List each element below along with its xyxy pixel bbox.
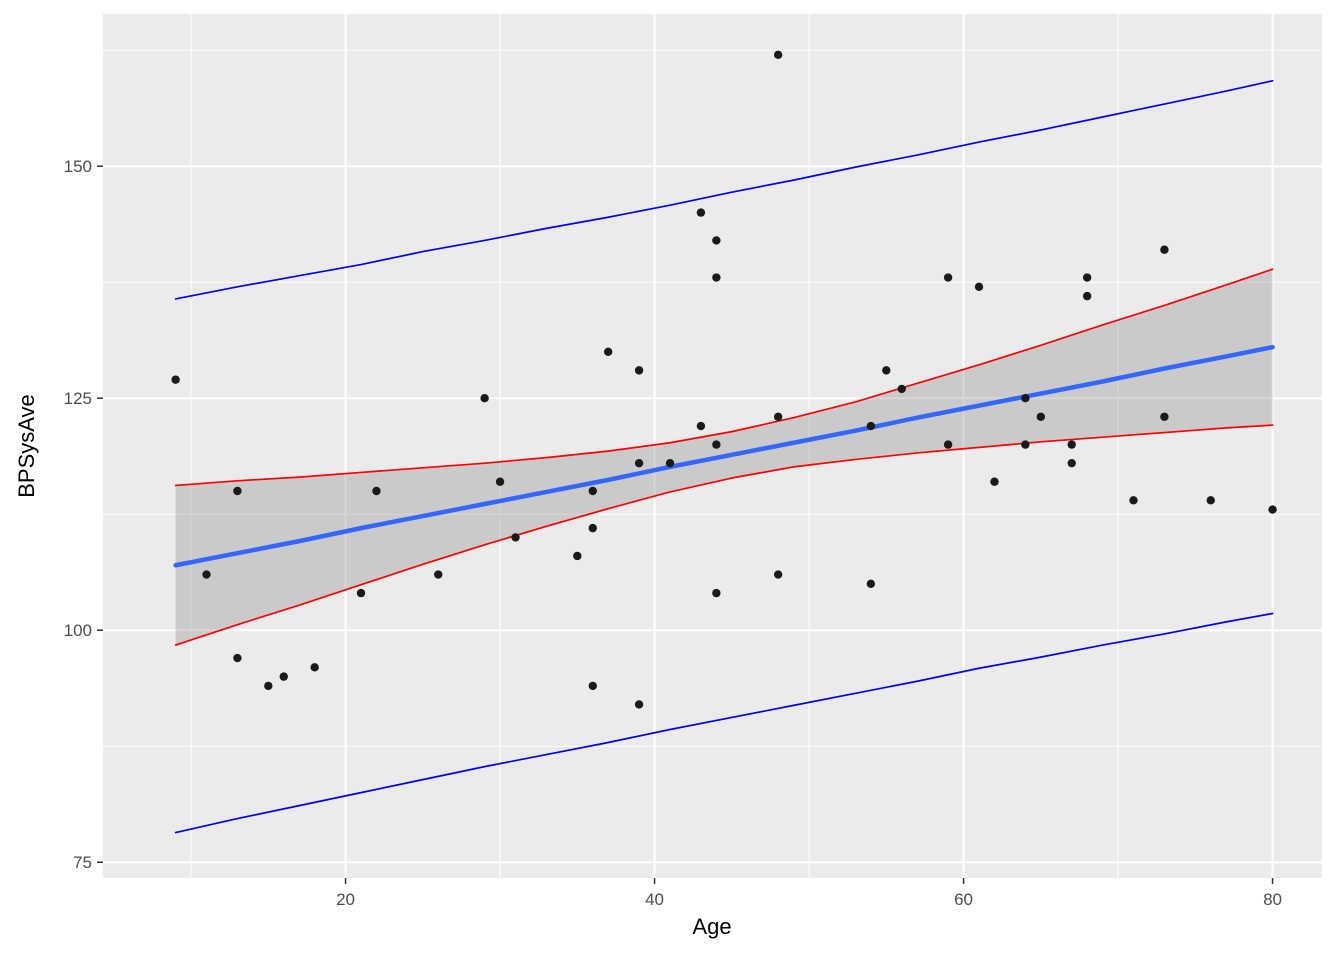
x-tick-label: 60 [954, 890, 973, 909]
data-point [480, 394, 489, 403]
x-axis-title: Age [692, 914, 732, 939]
data-point [588, 681, 597, 691]
data-point [1129, 496, 1138, 505]
data-point [604, 347, 613, 357]
data-point [712, 273, 721, 282]
y-tick-label: 100 [64, 621, 92, 640]
data-point [897, 384, 906, 394]
data-point [943, 273, 953, 282]
data-point [712, 440, 721, 449]
data-point [634, 458, 644, 468]
data-point [634, 366, 644, 375]
data-point [495, 477, 505, 486]
data-point [1067, 440, 1076, 449]
y-tick-label: 75 [73, 853, 92, 872]
y-tick-label: 125 [64, 389, 92, 408]
data-point [171, 375, 180, 384]
data-point [1160, 245, 1169, 254]
data-point [1021, 440, 1030, 449]
x-tick-label: 20 [336, 890, 355, 909]
prediction-lower-line [174, 612, 1274, 834]
data-point [588, 523, 597, 533]
data-point [356, 588, 366, 598]
data-point [974, 282, 984, 292]
confidence-upper-line [174, 268, 1274, 487]
data-point [573, 551, 582, 561]
y-tick-label: 150 [64, 157, 92, 176]
data-point [1067, 458, 1076, 468]
data-point [665, 458, 675, 468]
data-point [712, 236, 721, 245]
data-point [866, 579, 876, 589]
data-point [511, 533, 520, 542]
data-point [279, 672, 288, 681]
data-point [696, 208, 706, 217]
prediction-upper-line [174, 79, 1274, 300]
data-point [1082, 291, 1092, 301]
data-point [233, 653, 242, 663]
data-point [310, 663, 319, 672]
data-point [1036, 412, 1046, 421]
x-tick-label: 80 [1263, 890, 1282, 909]
data-point [1268, 505, 1277, 514]
x-tick-label: 40 [645, 890, 664, 909]
data-point [1082, 273, 1092, 282]
data-point [882, 366, 891, 375]
data-point [712, 588, 721, 598]
data-point [943, 440, 953, 449]
data-point [773, 570, 783, 579]
data-point [588, 486, 597, 496]
data-point [990, 477, 999, 486]
data-point [233, 486, 242, 496]
data-point [1021, 394, 1030, 403]
data-point [634, 700, 644, 709]
data-point [434, 570, 443, 579]
data-point [773, 412, 783, 421]
data-point [264, 681, 273, 691]
data-point [1160, 412, 1169, 421]
data-point [202, 570, 211, 579]
data-point [866, 421, 876, 431]
data-point [372, 486, 381, 496]
confidence-lower-line [174, 424, 1274, 646]
data-point [696, 421, 706, 431]
data-point [773, 50, 783, 60]
y-axis-title: BPSysAve [14, 394, 39, 498]
regression-line [173, 344, 1275, 568]
data-point [1206, 496, 1215, 505]
